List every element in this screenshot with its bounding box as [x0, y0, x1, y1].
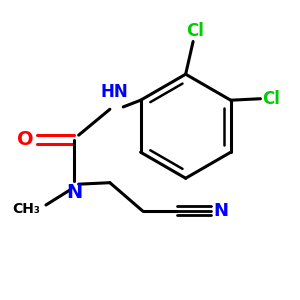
Text: Cl: Cl — [186, 22, 203, 40]
Text: N: N — [213, 202, 228, 220]
Text: CH₃: CH₃ — [12, 202, 40, 216]
Text: O: O — [17, 130, 34, 149]
Text: N: N — [66, 183, 82, 202]
Text: Cl: Cl — [262, 90, 280, 108]
Text: HN: HN — [100, 83, 128, 101]
